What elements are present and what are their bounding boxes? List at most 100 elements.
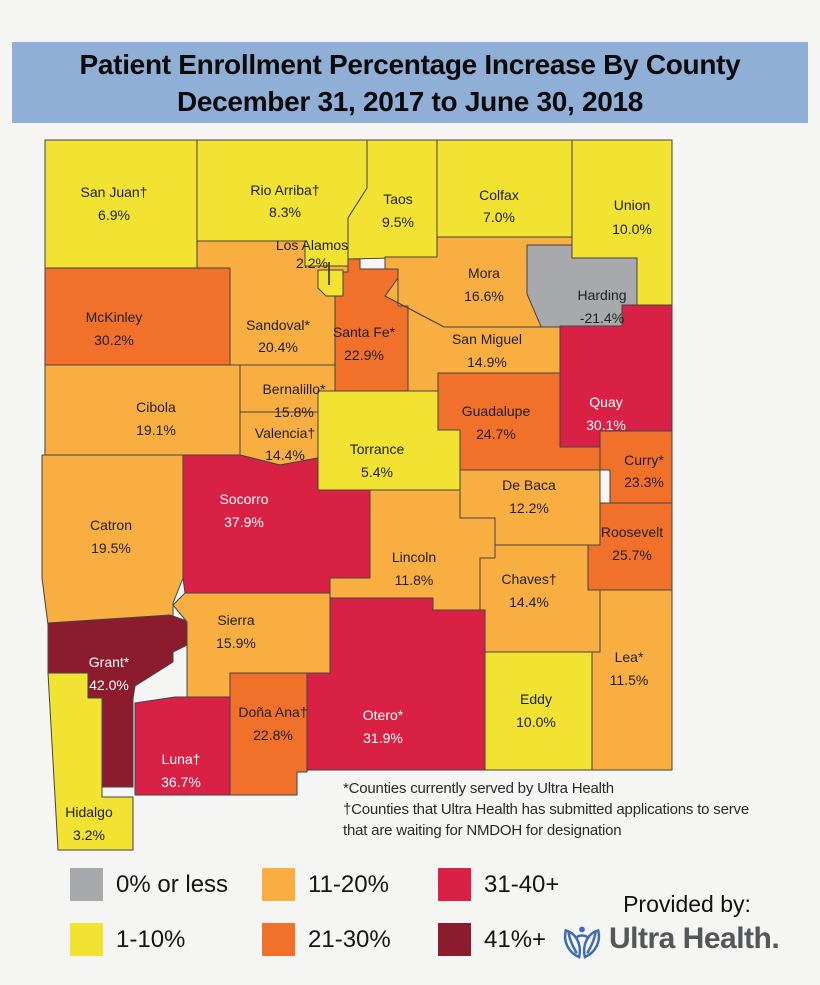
legend-item-41-plus: 41%+: [438, 923, 546, 956]
county-value: 22.9%: [344, 347, 384, 363]
county-label-catron: Catron 19.5%: [90, 517, 132, 556]
ultra-health-leaves-logo-icon: [563, 926, 601, 959]
county-value: 14.9%: [467, 354, 507, 370]
county-value: 14.4%: [509, 594, 549, 610]
county-label-san-juan: San Juan† 6.9%: [81, 184, 148, 223]
legend-item-11-20: 11-20%: [262, 868, 389, 901]
legend-label: 41%+: [484, 925, 547, 953]
county-value: 15.9%: [216, 635, 256, 651]
county-name: Socorro: [219, 491, 268, 507]
county-label-lea: Lea* 11.5%: [610, 649, 649, 688]
county-label-rio-arriba: Rio Arriba† 8.3%: [250, 182, 319, 220]
county-name: Doña Ana†: [238, 704, 307, 720]
county-label-torrance: Torrance 5.4%: [350, 441, 405, 480]
county-name: Eddy: [520, 691, 552, 707]
new-mexico-choropleth-map: San Juan† 6.9% Rio Arriba† 8.3% Taos 9.5% C…: [41, 139, 673, 851]
county-name: San Juan†: [81, 184, 148, 200]
county-value: 36.7%: [161, 774, 201, 790]
county-name: Curry*: [624, 452, 664, 468]
county-name: Guadalupe: [462, 403, 531, 419]
county-value: 10.0%: [516, 714, 556, 730]
county-label-curry: Curry* 23.3%: [624, 452, 664, 490]
footnote-line-3: that are waiting for NMDOH for designati…: [343, 822, 622, 839]
ultra-health-brand-text: Ultra Health.: [609, 922, 780, 955]
county-label-eddy: Eddy 10.0%: [516, 691, 556, 730]
county-value: 19.5%: [91, 540, 131, 556]
county-name: San Miguel: [452, 331, 522, 347]
county-label-san-miguel: San Miguel 14.9%: [452, 331, 522, 370]
county-value: 7.0%: [483, 209, 515, 225]
ultra-health-brand: Ultra Health.: [561, 917, 780, 961]
county-shape-catron: [41, 454, 184, 626]
county-value: 31.9%: [363, 730, 403, 746]
county-label-los-alamos: Los Alamos 2.2%: [276, 237, 348, 271]
county-value: 30.1%: [586, 417, 626, 433]
county-label-de-baca: De Baca 12.2%: [502, 477, 556, 516]
county-name: Bernalillo*: [262, 381, 326, 397]
county-shape-los-alamos: [317, 269, 344, 297]
title-line-1: Patient Enrollment Percentage Increase B…: [79, 48, 741, 80]
county-label-luna: Luna† 36.7%: [161, 751, 201, 790]
county-value: 10.0%: [612, 221, 652, 237]
legend-item-31-40: 31-40+: [438, 868, 559, 901]
county-label-guadalupe: Guadalupe 24.7%: [462, 403, 531, 442]
county-shape-eddy: [484, 651, 593, 771]
title-banner: Patient Enrollment Percentage Increase B…: [12, 42, 808, 123]
county-label-roosevelt: Roosevelt 25.7%: [601, 524, 663, 563]
county-name: De Baca: [502, 477, 556, 493]
county-value: 3.2%: [73, 827, 105, 843]
county-name: McKinley: [86, 309, 143, 325]
county-value: 20.4%: [258, 339, 298, 355]
county-name: Lea*: [615, 649, 644, 665]
county-value: 2.2%: [296, 255, 328, 271]
provided-by-label: Provided by:: [623, 891, 751, 917]
county-name: Cibola: [136, 399, 176, 415]
legend-swatch-21-30: [262, 923, 295, 956]
county-label-colfax: Colfax 7.0%: [479, 187, 519, 225]
county-value: 16.6%: [464, 288, 504, 304]
county-name: Colfax: [479, 187, 519, 203]
county-name: Harding: [577, 287, 626, 303]
county-name: Otero*: [363, 707, 404, 723]
county-label-chaves: Chaves† 14.4%: [501, 571, 556, 610]
county-name: Union: [614, 197, 651, 213]
footnote: *Counties currently served by Ultra Heal…: [343, 778, 749, 841]
county-label-mora: Mora 16.6%: [464, 265, 504, 304]
legend-swatch-11-20: [262, 868, 295, 901]
county-label-sandoval: Sandoval* 20.4%: [246, 317, 310, 355]
county-value: 12.2%: [509, 500, 549, 516]
legend-swatch-41-plus: [438, 923, 471, 956]
county-value: 42.0%: [89, 677, 129, 693]
county-label-harding: Harding -21.4%: [577, 287, 626, 326]
county-shape-luna: [134, 696, 231, 796]
county-shape-hidalgo: [47, 672, 134, 851]
county-value: 15.8%: [274, 404, 314, 420]
county-value: 19.1%: [136, 422, 176, 438]
county-value: 8.3%: [269, 204, 301, 220]
county-label-union: Union 10.0%: [612, 197, 652, 237]
legend-swatch-1-10: [70, 923, 103, 956]
county-value: 9.5%: [382, 214, 414, 230]
footnote-line-2: †Counties that Ultra Health has submitte…: [343, 801, 749, 818]
county-value: 25.7%: [612, 547, 652, 563]
county-name: Quay: [589, 394, 622, 410]
legend-item-21-30: 21-30%: [262, 923, 391, 956]
legend-label: 31-40+: [484, 870, 560, 898]
county-value: 24.7%: [476, 426, 516, 442]
legend-swatch-0-or-less: [70, 868, 103, 901]
county-name: Lincoln: [392, 549, 436, 565]
county-name: Catron: [90, 517, 132, 533]
county-name: Roosevelt: [601, 524, 663, 540]
county-label-valencia: Valencia† 14.4%: [255, 425, 315, 463]
county-label-quay: Quay 30.1%: [586, 394, 626, 433]
county-value: 11.8%: [395, 572, 434, 588]
county-name: Mora: [468, 265, 500, 281]
county-name: Sandoval*: [246, 317, 310, 333]
county-label-santa-fe: Santa Fe* 22.9%: [333, 324, 396, 363]
legend-label: 0% or less: [116, 870, 229, 898]
county-name: Taos: [383, 191, 413, 207]
county-label-mckinley: McKinley 30.2%: [86, 309, 143, 348]
county-value: 14.4%: [265, 447, 305, 463]
legend-swatch-31-40: [438, 868, 471, 901]
